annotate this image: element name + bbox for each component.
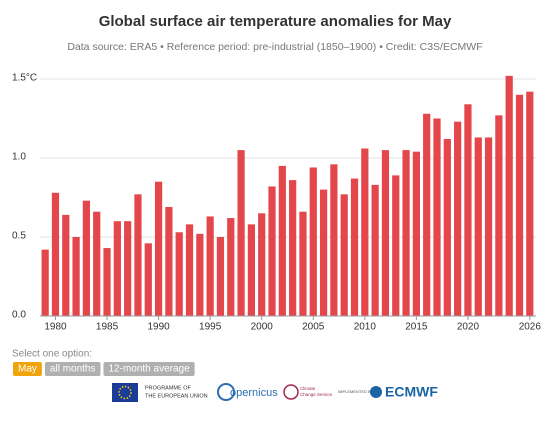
x-tick-label: 1995 — [199, 322, 222, 333]
bar — [443, 139, 451, 316]
bar — [62, 214, 70, 316]
x-tick-label: 2000 — [251, 322, 274, 333]
bar — [103, 248, 111, 316]
x-tick-label: 1980 — [44, 322, 67, 333]
bar — [206, 216, 214, 316]
bar — [93, 211, 101, 316]
eu-flag — [112, 383, 138, 402]
footer-logos: PROGRAMME OF THE EUROPEAN UNION opernicu… — [112, 383, 438, 402]
bar — [371, 184, 379, 316]
bar — [278, 165, 286, 316]
controls-prompt: Select one option: — [12, 349, 92, 360]
bar — [319, 189, 328, 316]
x-tick-label: 2005 — [302, 322, 325, 333]
bar — [175, 232, 183, 316]
x-tick-label: 1990 — [147, 322, 170, 333]
option-label[interactable]: 12-month average — [108, 364, 190, 375]
chart-subtitle: Data source: ERA5 • Reference period: pr… — [67, 41, 482, 53]
bar — [154, 181, 163, 316]
bar — [41, 249, 49, 316]
bar — [381, 150, 390, 316]
bar — [454, 121, 462, 316]
bar — [412, 151, 420, 316]
bar — [51, 192, 60, 316]
bar — [124, 221, 132, 316]
c3s-logo — [283, 384, 299, 400]
bar — [423, 113, 431, 316]
option-label[interactable]: May — [18, 364, 37, 375]
bar — [237, 150, 245, 316]
ecmwf-text: ECMWF — [385, 384, 438, 400]
bar — [196, 233, 204, 316]
bar — [289, 180, 297, 316]
bar — [361, 148, 369, 316]
bar — [82, 200, 91, 316]
option-button[interactable] — [13, 362, 42, 376]
bar — [72, 237, 80, 316]
y-tick-label: 0.0 — [12, 310, 26, 321]
c3s-text: Climate — [300, 386, 316, 391]
bar — [134, 194, 142, 316]
bar — [474, 137, 482, 316]
bar — [113, 221, 121, 316]
bar — [464, 104, 472, 316]
bar — [495, 115, 503, 316]
bar — [340, 194, 348, 316]
bar — [392, 175, 400, 316]
c3s-text: Change Service — [300, 392, 333, 397]
copernicus-logo — [217, 383, 235, 401]
bar — [402, 150, 410, 316]
bar — [515, 94, 524, 316]
bar — [433, 118, 441, 316]
x-tick-label: 2010 — [354, 322, 377, 333]
eu-text: THE EUROPEAN UNION — [145, 393, 208, 399]
y-tick-label: 0.5 — [12, 231, 26, 242]
bar — [350, 178, 359, 316]
bar — [484, 137, 493, 316]
eu-stars — [118, 385, 132, 400]
bar — [526, 91, 534, 316]
bar — [227, 218, 235, 316]
option-button[interactable] — [103, 362, 195, 376]
bar — [144, 243, 152, 316]
chart-title: Global surface air temperature anomalies… — [99, 13, 452, 30]
x-tick-label: 2015 — [405, 322, 428, 333]
y-tick-label: 1.0 — [12, 152, 26, 163]
bar — [185, 224, 194, 316]
ecmwf-logo — [370, 386, 382, 398]
bar — [165, 206, 173, 316]
bar — [299, 211, 307, 316]
bar — [216, 237, 225, 316]
option-button[interactable] — [44, 362, 101, 376]
implemented-text: IMPLEMENTED BY — [338, 389, 374, 394]
bar — [330, 164, 338, 316]
x-tick-label: 2026 — [519, 322, 542, 333]
bar — [247, 224, 256, 316]
option-label[interactable]: all months — [50, 364, 96, 375]
y-tick-label: 1.5°C — [12, 73, 37, 84]
x-tick-label: 2020 — [457, 322, 480, 333]
copernicus-text: opernicus — [230, 387, 278, 399]
bar — [268, 186, 276, 316]
bar — [505, 75, 513, 316]
bar — [309, 167, 317, 316]
x-tick-label: 1985 — [96, 322, 119, 333]
bar — [258, 213, 266, 316]
eu-text: PROGRAMME OF — [145, 385, 191, 391]
